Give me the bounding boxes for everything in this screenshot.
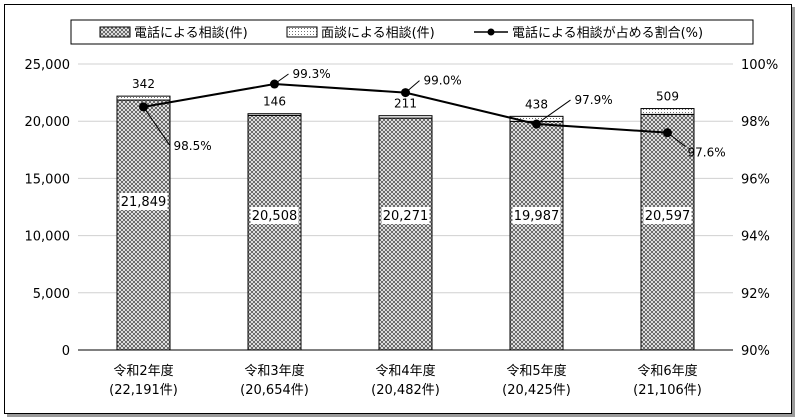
legend-box (70, 19, 754, 45)
bar-phone (116, 99, 171, 351)
legend-swatch-ratio-marker (487, 28, 495, 36)
meeting-value-label: 509 (656, 90, 679, 104)
phone-value-label: 21,849 (121, 195, 167, 210)
x-tick-sublabel: (21,106件) (633, 383, 702, 398)
phone-value-label-box (250, 207, 299, 224)
x-tick-label: 令和2年度 (113, 363, 173, 379)
legend-label-ratio: 電話による相談が占める割合(%) (512, 25, 703, 41)
y-left-tick-label: 15,000 (25, 172, 71, 187)
legend-swatch-meeting (286, 26, 318, 38)
y-left-tick-label: 5,000 (33, 287, 70, 302)
y-left-tick-label: 10,000 (25, 230, 71, 245)
y-left-tick-label: 20,000 (25, 115, 71, 130)
meeting-value-label: 438 (525, 97, 548, 111)
ratio-value-label: 98.5% (174, 139, 212, 153)
x-tick-label: 令和5年度 (506, 363, 566, 379)
x-tick-sublabel: (20,482件) (371, 383, 440, 398)
ratio-value-label: 99.0% (424, 74, 462, 88)
y-right-tick-label: 92% (741, 287, 770, 302)
bar-phone (378, 117, 433, 351)
ratio-callout-line (274, 73, 289, 85)
ratio-callout-line (667, 132, 686, 148)
bar-phone (247, 114, 302, 351)
y-right-tick-label: 96% (741, 172, 770, 187)
y-left-tick-label: 0 (62, 344, 70, 359)
ratio-value-label: 99.3% (293, 67, 331, 81)
x-tick-label: 令和3年度 (244, 363, 304, 379)
x-tick-sublabel: (20,425件) (502, 383, 571, 398)
y-right-tick-label: 98% (741, 115, 770, 130)
x-tick-sublabel: (20,654件) (240, 383, 309, 398)
bar-phone (640, 113, 695, 351)
phone-value-label: 20,597 (645, 209, 691, 224)
ratio-callout-line (143, 106, 170, 146)
x-tick-label: 令和4年度 (375, 363, 435, 379)
legend-label-phone: 電話による相談(件) (134, 25, 248, 41)
bar-meeting (116, 95, 171, 101)
y-right-tick-label: 94% (741, 230, 770, 245)
legend: 電話による相談(件) 面談による相談(件) 電話による相談が占める割合(%) (70, 19, 754, 45)
phone-value-label-box (512, 207, 561, 224)
meeting-value-label: 342 (132, 77, 155, 91)
x-tick-label: 令和6年度 (637, 363, 697, 379)
y-right-tick-label: 90% (741, 344, 770, 359)
bar-meeting (378, 115, 433, 119)
y-right-tick-label: 100% (741, 58, 778, 73)
phone-value-label: 20,508 (252, 209, 298, 224)
legend-label-meeting: 面談による相談(件) (321, 25, 435, 41)
bar-phone (509, 120, 564, 351)
ratio-callout-line (536, 99, 571, 125)
phone-value-label: 20,271 (383, 209, 429, 224)
phone-value-label: 19,987 (514, 209, 560, 224)
legend-swatch-phone (99, 26, 131, 38)
phone-value-label-box (643, 207, 692, 224)
bar-meeting (247, 113, 302, 116)
ratio-callout-line (405, 80, 420, 93)
y-left-tick-label: 25,000 (25, 58, 71, 73)
phone-value-label-box (119, 193, 168, 210)
x-tick-sublabel: (22,191件) (109, 383, 178, 398)
bar-meeting (640, 108, 695, 115)
phone-value-label-box (381, 207, 430, 224)
meeting-value-label: 211 (394, 97, 417, 111)
ratio-value-label: 97.9% (575, 93, 613, 107)
meeting-value-label: 146 (263, 95, 286, 109)
ratio-value-label: 97.6% (688, 146, 726, 160)
